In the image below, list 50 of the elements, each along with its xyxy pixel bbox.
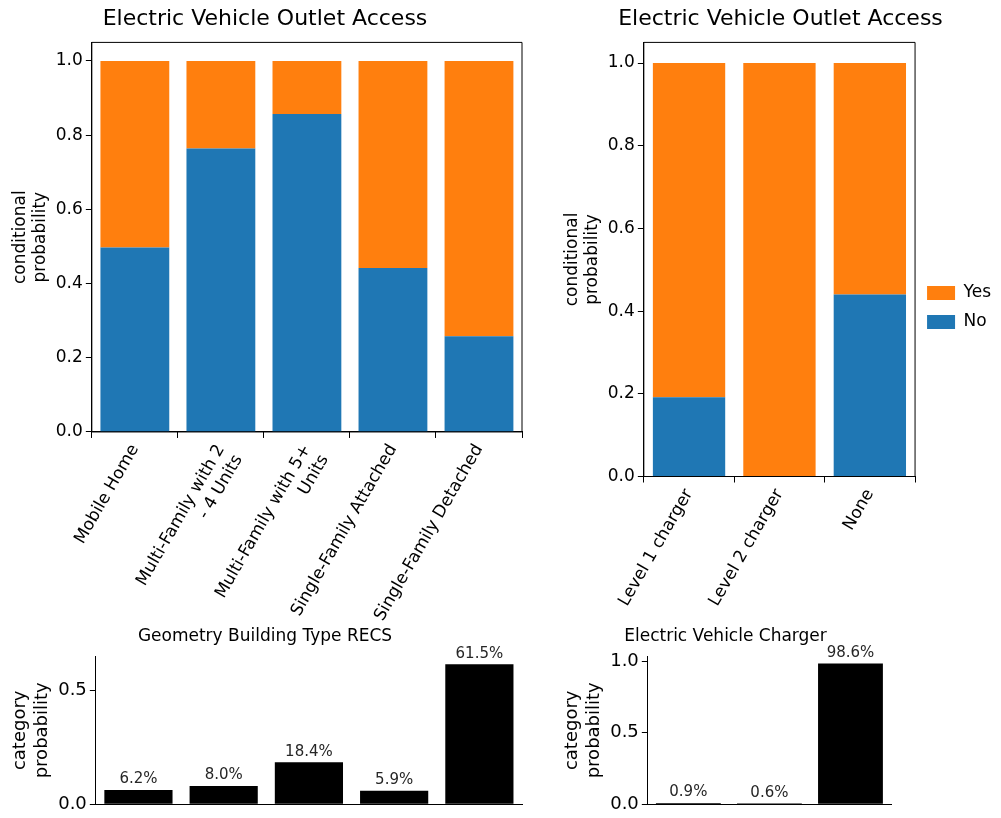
data-label: 18.4% [285, 741, 333, 760]
bar [358, 60, 428, 268]
y-tick-label: 0.5 [610, 720, 639, 742]
data-label: 5.9% [375, 770, 414, 789]
y-tick-label: 0.2 [55, 346, 83, 367]
chart-title: Electric Vehicle Outlet Access [618, 4, 943, 30]
bar [272, 114, 342, 432]
y-tick-label: 1.0 [607, 51, 635, 72]
y-axis-title: category probability [8, 681, 52, 779]
y-tick-label: 0.4 [607, 299, 635, 320]
bar [652, 63, 726, 398]
legend-label: No [963, 310, 987, 331]
y-tick-label: 0.6 [607, 216, 635, 237]
bar [743, 63, 816, 477]
y-tick-label: 1.0 [610, 649, 639, 671]
chart-title: Electric Vehicle Charger [624, 624, 827, 645]
y-tick-label: 0.0 [55, 420, 83, 441]
y-axis-title: conditional probability [560, 212, 602, 307]
y-tick-label: 0.2 [607, 382, 635, 403]
y-tick-label: 0.4 [55, 271, 83, 292]
bar [186, 60, 256, 149]
legend-label: Yes [962, 281, 992, 302]
chart-title: Electric Vehicle Outlet Access [102, 4, 428, 30]
bar [100, 247, 170, 432]
y-tick-label: 0.5 [58, 678, 87, 700]
y-axis-title: conditional probability [8, 190, 50, 285]
data-label: 61.5% [455, 643, 504, 662]
data-label: 98.6% [826, 642, 875, 661]
y-tick-label: 0.0 [58, 791, 87, 813]
bar [186, 148, 256, 432]
bar [652, 397, 726, 477]
y-tick-label: 0.0 [607, 464, 635, 485]
y-tick-label: 0.0 [610, 791, 639, 813]
data-label: 0.9% [669, 782, 708, 801]
y-tick-label: 0.8 [55, 123, 83, 144]
bar [833, 63, 907, 295]
bar [358, 267, 428, 432]
data-label: 0.6% [750, 782, 789, 801]
y-tick-label: 0.8 [607, 134, 635, 155]
data-label: 6.2% [119, 769, 158, 788]
y-tick-label: 0.6 [55, 197, 83, 218]
bar [444, 336, 514, 432]
data-label: 8.0% [204, 765, 243, 784]
bar [100, 60, 170, 248]
y-tick-label: 1.0 [55, 49, 83, 70]
y-axis-title: category probability [560, 681, 604, 779]
bar [444, 60, 514, 337]
chart-title: Geometry Building Type RECS [137, 624, 393, 645]
bar [833, 294, 907, 477]
bar [272, 60, 342, 114]
